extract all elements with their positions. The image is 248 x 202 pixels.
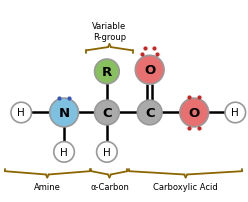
Text: C: C <box>102 106 112 119</box>
Text: O: O <box>144 64 155 77</box>
Text: R: R <box>102 66 112 79</box>
Text: O: O <box>188 106 200 119</box>
Text: H: H <box>231 108 239 118</box>
Circle shape <box>94 60 119 84</box>
Circle shape <box>94 101 119 125</box>
Text: Carboxylic Acid: Carboxylic Acid <box>153 182 218 191</box>
Text: Variable
R-group: Variable R-group <box>92 22 126 41</box>
Text: N: N <box>59 106 70 119</box>
Text: α-Carbon: α-Carbon <box>90 182 129 191</box>
Circle shape <box>50 99 78 127</box>
Circle shape <box>225 103 246 123</box>
Text: H: H <box>103 147 111 157</box>
Circle shape <box>11 103 31 123</box>
Circle shape <box>135 56 164 85</box>
Circle shape <box>180 99 209 127</box>
Text: C: C <box>145 106 155 119</box>
Text: H: H <box>17 108 25 118</box>
Circle shape <box>54 142 74 162</box>
Text: H: H <box>60 147 68 157</box>
Circle shape <box>97 142 117 162</box>
Text: Amine: Amine <box>34 182 61 191</box>
Circle shape <box>137 101 162 125</box>
